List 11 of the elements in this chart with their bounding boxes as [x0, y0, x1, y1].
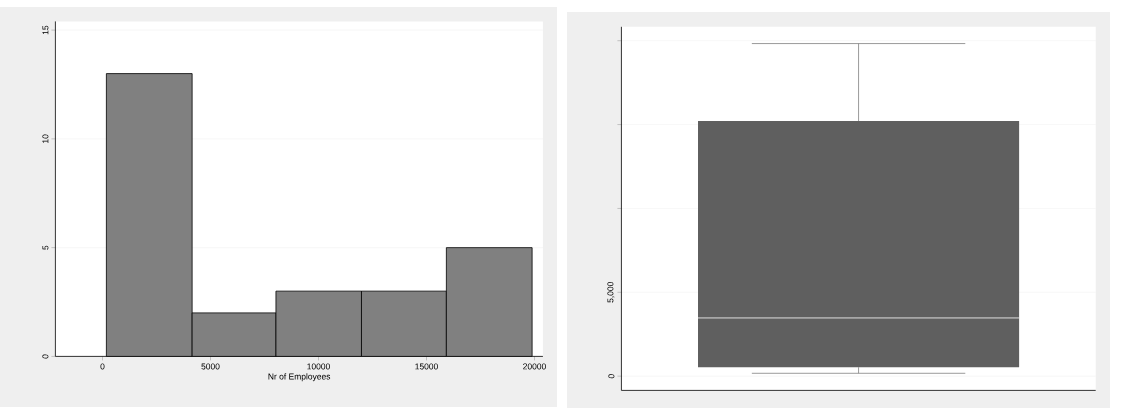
- x-tick-label: 20000: [523, 363, 546, 370]
- x-tick-label: 15000: [415, 363, 438, 370]
- y-tick-label: 15: [42, 25, 49, 35]
- x-tick-label: 0: [100, 363, 105, 370]
- x-tick-label: 5000: [201, 363, 220, 370]
- x-tick-label: 10000: [307, 363, 330, 370]
- x-axis-title: Nr of Employees: [268, 373, 331, 382]
- y-tick-label: 0: [42, 354, 49, 359]
- y-tick-label: 5: [42, 245, 49, 250]
- y-tick-label: 5,000: [607, 282, 615, 303]
- y-tick-label: 10: [42, 134, 49, 143]
